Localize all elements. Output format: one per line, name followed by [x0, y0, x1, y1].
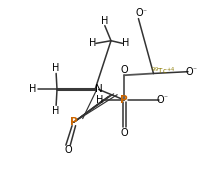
Text: H: H	[96, 95, 103, 105]
Text: P: P	[121, 95, 128, 105]
Text: O: O	[156, 95, 164, 105]
Text: H: H	[89, 38, 96, 48]
Text: H: H	[30, 84, 37, 94]
Text: O: O	[135, 8, 143, 18]
Text: H: H	[122, 38, 130, 48]
Text: ⁻: ⁻	[164, 94, 168, 103]
Text: H: H	[52, 106, 60, 116]
Text: ⁻: ⁻	[143, 7, 147, 16]
Text: O: O	[121, 65, 128, 75]
Text: $^{99}$Tc$^{+4}$: $^{99}$Tc$^{+4}$	[151, 66, 175, 77]
Text: ⁻: ⁻	[193, 65, 197, 74]
Text: N: N	[95, 84, 103, 94]
Text: O: O	[186, 67, 193, 77]
Text: H: H	[52, 63, 60, 73]
Text: P: P	[70, 117, 78, 127]
Text: H: H	[101, 16, 109, 26]
Text: O: O	[64, 145, 72, 155]
Text: O: O	[121, 128, 129, 138]
